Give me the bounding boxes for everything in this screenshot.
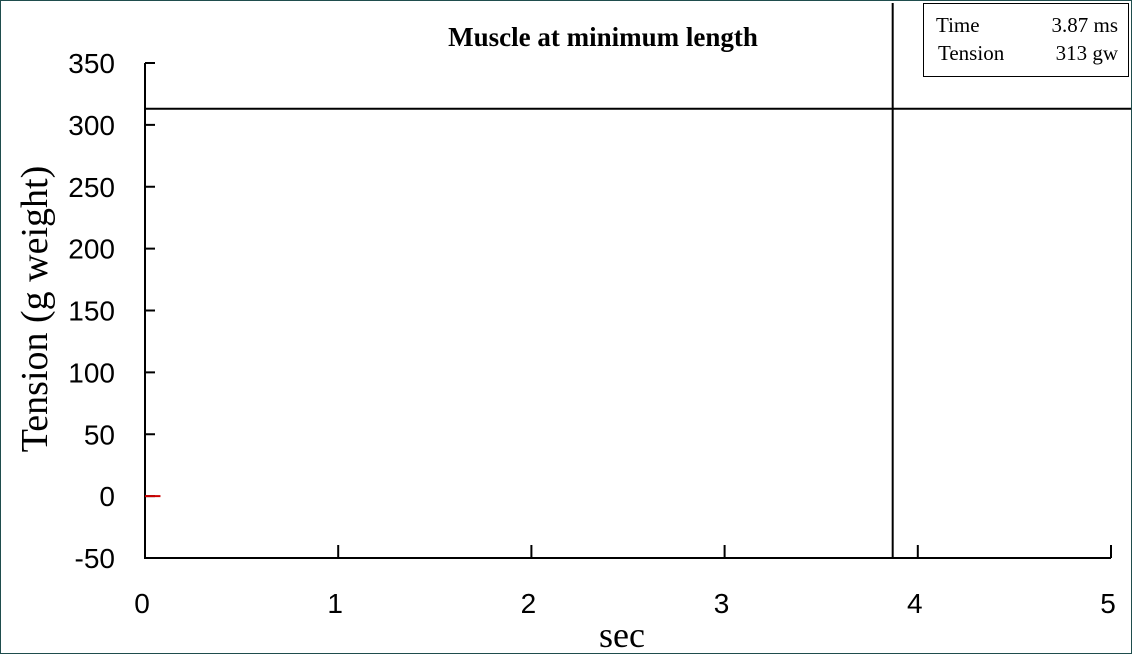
time-readout: Time 3.87 ms (924, 13, 1128, 39)
tension-readout: Tension 313 gw (924, 41, 1128, 67)
cursor-readout-box: Time 3.87 ms Tension 313 gw (923, 3, 1129, 77)
time-label: Time (936, 13, 980, 37)
x-tick-label: 3 (714, 588, 730, 619)
x-tick-label: 2 (521, 588, 537, 619)
time-value: 3.87 ms (1051, 13, 1118, 37)
y-tick-label: 350 (68, 48, 115, 79)
y-tick-label: 100 (68, 357, 115, 388)
tension-value: 313 gw (1055, 41, 1118, 65)
x-tick-label: 0 (134, 588, 150, 619)
tension-label: Tension (938, 41, 1005, 65)
y-tick-label: 50 (84, 419, 115, 450)
y-tick-label: -50 (75, 543, 115, 574)
y-tick-label: 150 (68, 296, 115, 327)
y-tick-label: 300 (68, 110, 115, 141)
y-axis-label: Tension (g weight) (14, 166, 56, 453)
x-tick-label: 5 (1100, 588, 1116, 619)
y-tick-label: 250 (68, 172, 115, 203)
y-tick-label: 200 (68, 234, 115, 265)
x-tick-label: 1 (327, 588, 343, 619)
y-axis-ticks: -50 0 50 100 150 200 250 300 350 (68, 48, 155, 574)
x-axis-ticks: 0 1 2 3 4 5 (134, 545, 1116, 619)
y-tick-label: 0 (99, 481, 115, 512)
chart-title: Muscle at minimum length (448, 22, 758, 52)
x-tick-label: 4 (907, 588, 923, 619)
x-axis-label: sec (599, 615, 645, 655)
